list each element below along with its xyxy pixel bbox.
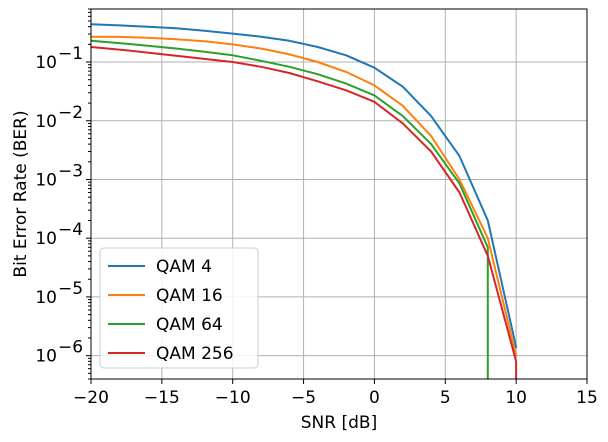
y-tick-exponent: −5 — [58, 279, 83, 299]
legend-label-qam-16: QAM 16 — [156, 286, 223, 306]
legend-label-qam-64: QAM 64 — [156, 315, 223, 335]
legend: QAM 4 QAM 16 QAM 64 QAM 256 — [99, 247, 259, 369]
series-line-qam-64 — [91, 39, 489, 379]
y-tick-exponent: −4 — [58, 220, 83, 240]
x-axis-ticks: −20 −15 −10 −5 0 5 10 15 — [73, 379, 598, 408]
series-line-qam-16 — [91, 35, 518, 357]
x-tick-label: 15 — [576, 388, 598, 408]
x-tick-label: 0 — [369, 388, 380, 408]
y-tick-exponent: −1 — [58, 44, 83, 64]
legend-label-qam-4: QAM 4 — [156, 257, 212, 277]
x-tick-label: −5 — [291, 388, 316, 408]
y-tick-label: 10 — [35, 347, 57, 367]
series-layer — [91, 23, 518, 379]
y-tick-exponent: −6 — [58, 338, 83, 358]
series-line-qam-256 — [91, 45, 518, 379]
y-tick-label: 10 — [35, 288, 57, 308]
y-tick-label: 10 — [35, 229, 57, 249]
x-tick-label: −20 — [73, 388, 109, 408]
x-tick-label: 5 — [440, 388, 451, 408]
x-tick-label: −10 — [215, 388, 251, 408]
y-tick-exponent: −2 — [58, 103, 83, 123]
legend-box — [99, 247, 259, 369]
y-tick-label: 10 — [35, 53, 57, 73]
y-tick-exponent: −3 — [58, 161, 83, 181]
y-axis-ticks: 10−610−510−410−310−210−1 — [35, 8, 91, 380]
x-axis-label: SNR [dB] — [301, 413, 377, 433]
y-tick-label: 10 — [35, 170, 57, 190]
y-axis-label: Bit Error Rate (BER) — [11, 110, 31, 277]
x-tick-label: 10 — [505, 388, 527, 408]
plot-frame — [90, 8, 588, 380]
series-line-qam-4 — [91, 23, 518, 349]
legend-label-qam-256: QAM 256 — [156, 344, 234, 364]
x-tick-label: −15 — [144, 388, 180, 408]
y-tick-label: 10 — [35, 112, 57, 132]
